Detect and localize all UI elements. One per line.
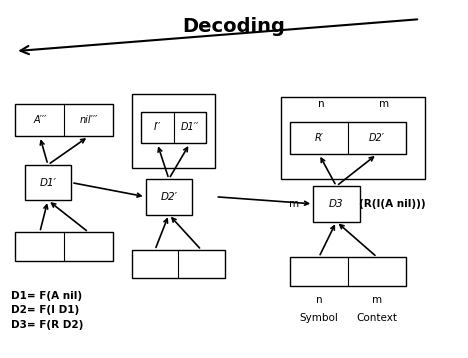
FancyBboxPatch shape — [15, 232, 113, 261]
FancyBboxPatch shape — [15, 105, 113, 136]
Text: D3: D3 — [329, 199, 344, 209]
Text: Symbol: Symbol — [300, 313, 338, 323]
Text: I′′: I′′ — [154, 122, 161, 132]
Text: m: m — [379, 100, 389, 110]
Text: D2′: D2′ — [369, 133, 385, 143]
Text: D1′′: D1′′ — [181, 122, 199, 132]
FancyBboxPatch shape — [290, 257, 406, 286]
FancyBboxPatch shape — [280, 97, 425, 179]
FancyBboxPatch shape — [146, 179, 192, 214]
Text: D1= F(A nil)
D2= F(I D1)
D3= F(R D2): D1= F(A nil) D2= F(I D1) D3= F(R D2) — [11, 291, 83, 330]
Text: m: m — [289, 199, 300, 209]
Text: Context: Context — [357, 313, 397, 323]
Text: A′′′: A′′′ — [33, 115, 46, 125]
FancyBboxPatch shape — [132, 94, 215, 168]
FancyBboxPatch shape — [132, 250, 225, 279]
Text: n: n — [315, 295, 322, 305]
FancyBboxPatch shape — [290, 122, 406, 154]
Text: n: n — [318, 100, 324, 110]
FancyBboxPatch shape — [313, 186, 359, 222]
Text: m: m — [372, 295, 382, 305]
FancyBboxPatch shape — [141, 111, 206, 144]
Text: D1′: D1′ — [39, 178, 57, 188]
Text: Decoding: Decoding — [183, 17, 285, 36]
Text: R′: R′ — [314, 133, 323, 143]
FancyBboxPatch shape — [25, 165, 71, 200]
Text: nil′′′: nil′′′ — [80, 115, 98, 125]
Text: (R(I(A nil))): (R(I(A nil))) — [359, 199, 425, 209]
Text: D2′: D2′ — [161, 192, 177, 202]
